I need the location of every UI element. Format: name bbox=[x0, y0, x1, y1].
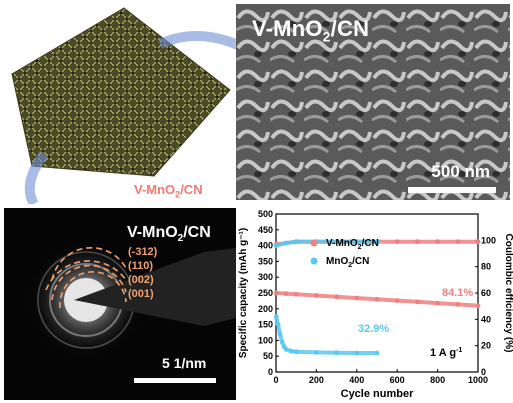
data-point bbox=[455, 239, 461, 245]
data-point bbox=[374, 350, 380, 356]
x-tick-label: 0 bbox=[273, 375, 278, 385]
hkl-label: (001) bbox=[128, 288, 154, 300]
sem-scale-bar bbox=[408, 187, 496, 193]
x-tick-label: 200 bbox=[309, 375, 324, 385]
y-tick-label-left: 400 bbox=[258, 241, 273, 251]
data-point bbox=[475, 239, 481, 245]
x-axis-label: Cycle number bbox=[341, 388, 414, 400]
y-tick-label-left: 450 bbox=[258, 225, 273, 235]
y-tick-label-left: 150 bbox=[258, 320, 273, 330]
x-tick-label: 1000 bbox=[468, 375, 488, 385]
sem-scale-label: 500 nm bbox=[431, 162, 490, 181]
data-point bbox=[435, 300, 440, 306]
data-point bbox=[334, 294, 339, 300]
data-point bbox=[415, 299, 420, 305]
legend-marker bbox=[310, 257, 318, 265]
y-tick-label-right: 100 bbox=[481, 235, 496, 245]
data-point bbox=[279, 339, 285, 345]
y-tick-label-right: 0 bbox=[481, 367, 486, 377]
data-point bbox=[314, 350, 319, 355]
cycling-chart: 0 50 100 150 200 250 300 350 400 450 500 0 20 40 60 80… bbox=[238, 209, 513, 400]
data-point bbox=[354, 239, 360, 245]
y-tick-label-right: 60 bbox=[481, 288, 491, 298]
data-point bbox=[277, 331, 283, 337]
data-point bbox=[314, 293, 319, 298]
data-point bbox=[334, 239, 339, 245]
data-point bbox=[275, 322, 281, 327]
data-point bbox=[374, 296, 380, 302]
foam-sample-label: V-MnO2/CN bbox=[134, 182, 203, 200]
hkl-label: (-312) bbox=[128, 246, 158, 258]
x-tick-label: 800 bbox=[430, 375, 445, 385]
data-point bbox=[455, 301, 461, 307]
y-axis-label-right: Coulombic efficiency (%) bbox=[503, 234, 513, 353]
y-tick-label-left: 200 bbox=[258, 304, 273, 314]
foam-photo-panel: V-MnO2/CN bbox=[4, 4, 236, 204]
sem-image-panel: V-MnO2/CN 500 nm bbox=[236, 4, 510, 200]
data-point bbox=[273, 314, 279, 320]
foam-photo bbox=[11, 7, 236, 204]
hkl-label: (110) bbox=[128, 260, 154, 272]
data-point bbox=[435, 239, 440, 245]
data-point bbox=[283, 291, 289, 297]
data-point bbox=[354, 350, 360, 356]
y-tick-label-left: 250 bbox=[258, 288, 273, 298]
data-point bbox=[273, 243, 279, 248]
x-tick-label: 600 bbox=[390, 375, 405, 385]
y-tick-label-left: 350 bbox=[258, 256, 273, 266]
y-tick-label-right: 40 bbox=[481, 314, 491, 324]
sem-image bbox=[236, 4, 510, 200]
y-tick-label-left: 0 bbox=[268, 367, 273, 377]
y-tick-label-right: 20 bbox=[481, 341, 491, 351]
data-point bbox=[293, 239, 299, 245]
data-point bbox=[415, 239, 420, 245]
data-point bbox=[394, 298, 400, 303]
data-point bbox=[394, 239, 400, 245]
retention-annotation-m: 32.9% bbox=[358, 323, 389, 335]
hkl-label: (002) bbox=[128, 274, 154, 286]
current-density-label: 1 A g-1 bbox=[430, 347, 462, 359]
data-point bbox=[293, 291, 299, 297]
y-tick-label-left: 100 bbox=[258, 335, 273, 345]
x-tick-label: 400 bbox=[349, 375, 364, 385]
legend-marker bbox=[310, 239, 318, 247]
legend-label: V-MnO2/CN bbox=[326, 238, 379, 251]
data-point bbox=[374, 239, 380, 245]
y-axis-label-left: Specific capacity (mAh g⁻¹) bbox=[238, 228, 249, 358]
cycling-chart-panel: 0 50 100 150 200 250 300 350 400 450 500 0 20 40 60 80… bbox=[236, 204, 513, 403]
sem-title: V-MnO2/CN bbox=[252, 16, 370, 45]
data-point bbox=[273, 290, 279, 296]
saed-title: V-MnO2/CN bbox=[127, 224, 211, 245]
retention-annotation-v: 84.1% bbox=[442, 287, 473, 299]
data-point bbox=[283, 240, 289, 246]
y-tick-label-left: 300 bbox=[258, 272, 273, 282]
saed-panel: V-MnO2/CN (-312) (110) (002) (001) 5 1/n… bbox=[4, 208, 236, 400]
y-tick-label-left: 50 bbox=[263, 351, 273, 361]
saed-scale-bar bbox=[134, 378, 216, 383]
data-point bbox=[293, 349, 299, 355]
y-tick-label-left: 500 bbox=[258, 209, 273, 219]
chart-legend: V-MnO2/CN MnO2/CN bbox=[310, 238, 379, 269]
saed-pattern bbox=[28, 242, 236, 358]
legend-label: MnO2/CN bbox=[326, 256, 369, 269]
data-point bbox=[475, 303, 481, 309]
data-point bbox=[288, 348, 294, 354]
saed-scale-label: 5 1/nm bbox=[162, 355, 207, 371]
y-tick-label-right: 80 bbox=[481, 262, 491, 272]
data-point bbox=[354, 295, 360, 301]
data-point bbox=[283, 346, 289, 352]
data-point bbox=[334, 350, 339, 356]
